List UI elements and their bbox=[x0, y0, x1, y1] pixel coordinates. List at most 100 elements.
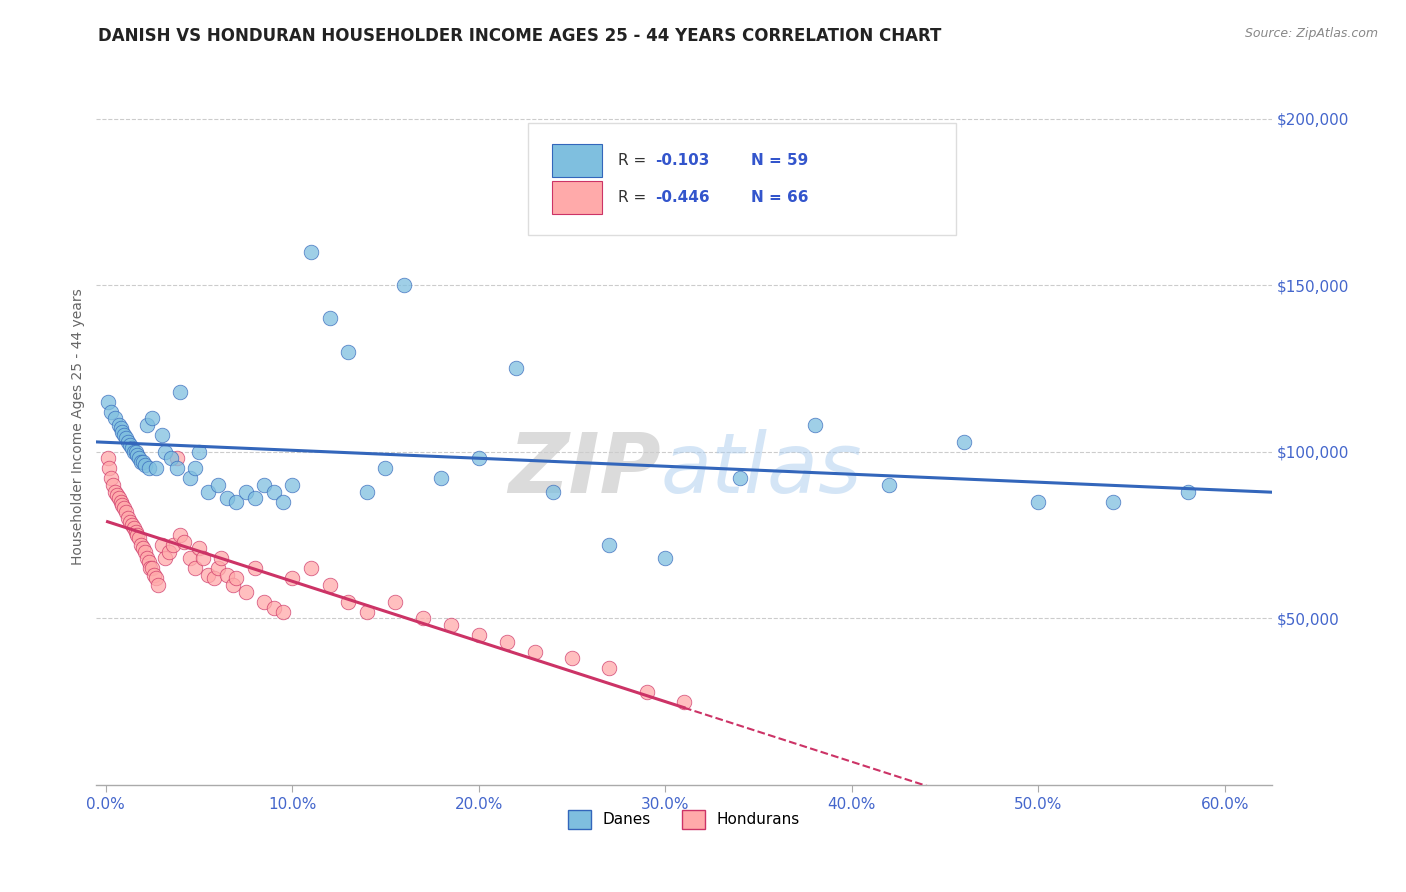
Point bbox=[157, 545, 180, 559]
Point bbox=[111, 498, 134, 512]
Point bbox=[215, 491, 238, 506]
Point bbox=[121, 518, 143, 533]
Point bbox=[122, 445, 145, 459]
Point bbox=[877, 478, 900, 492]
Point bbox=[468, 451, 491, 466]
Point bbox=[281, 478, 304, 492]
Point bbox=[138, 555, 160, 569]
Point bbox=[110, 421, 132, 435]
Text: atlas: atlas bbox=[661, 429, 862, 510]
Point bbox=[318, 311, 340, 326]
Point bbox=[132, 541, 155, 556]
Point bbox=[299, 244, 322, 259]
Point bbox=[253, 478, 276, 492]
Point bbox=[188, 445, 211, 459]
Text: R =: R = bbox=[619, 153, 651, 168]
Point bbox=[505, 361, 527, 376]
Legend: Danes, Hondurans: Danes, Hondurans bbox=[561, 804, 806, 835]
Point bbox=[138, 461, 160, 475]
Text: R =: R = bbox=[619, 190, 651, 205]
Point bbox=[112, 501, 135, 516]
Point bbox=[598, 661, 620, 675]
Point bbox=[124, 524, 146, 539]
Point bbox=[141, 561, 163, 575]
Point bbox=[1028, 495, 1050, 509]
Point bbox=[243, 561, 266, 575]
Point bbox=[225, 495, 247, 509]
Point bbox=[271, 495, 294, 509]
Point bbox=[169, 384, 191, 399]
Point bbox=[96, 451, 118, 466]
Point bbox=[155, 445, 177, 459]
Point bbox=[98, 461, 121, 475]
Point bbox=[1177, 484, 1199, 499]
Point bbox=[243, 491, 266, 506]
Point bbox=[124, 445, 146, 459]
Point bbox=[179, 471, 201, 485]
Point bbox=[146, 578, 169, 592]
Point bbox=[654, 551, 676, 566]
Point bbox=[952, 434, 974, 449]
Point bbox=[111, 425, 134, 439]
Point bbox=[145, 571, 167, 585]
Point bbox=[188, 541, 211, 556]
Point bbox=[263, 484, 285, 499]
Point bbox=[225, 571, 247, 585]
Point bbox=[127, 528, 149, 542]
Text: -0.446: -0.446 bbox=[655, 190, 710, 205]
Point bbox=[598, 538, 620, 552]
Point bbox=[121, 442, 143, 456]
Point bbox=[253, 595, 276, 609]
Point bbox=[132, 455, 155, 469]
Point bbox=[1102, 495, 1125, 509]
Point bbox=[107, 418, 129, 433]
Point bbox=[134, 458, 156, 472]
Text: N = 66: N = 66 bbox=[751, 190, 808, 205]
Point bbox=[495, 634, 517, 648]
Point bbox=[207, 478, 229, 492]
Point bbox=[191, 551, 214, 566]
Point bbox=[166, 461, 188, 475]
Point bbox=[150, 538, 173, 552]
Text: ZIP: ZIP bbox=[508, 429, 661, 510]
Point bbox=[150, 428, 173, 442]
Point bbox=[169, 528, 191, 542]
Point bbox=[543, 484, 565, 499]
Point bbox=[107, 491, 129, 506]
Point bbox=[145, 461, 167, 475]
Point bbox=[221, 578, 243, 592]
Point bbox=[263, 601, 285, 615]
Point bbox=[468, 628, 491, 642]
Point bbox=[129, 455, 152, 469]
Point bbox=[166, 451, 188, 466]
Point bbox=[100, 471, 122, 485]
Point bbox=[356, 484, 378, 499]
Point bbox=[128, 532, 150, 546]
Point bbox=[112, 428, 135, 442]
Point bbox=[118, 515, 141, 529]
Point bbox=[173, 534, 195, 549]
Point bbox=[356, 605, 378, 619]
Point bbox=[318, 578, 340, 592]
Point bbox=[523, 645, 546, 659]
Point bbox=[135, 418, 157, 433]
Point bbox=[104, 411, 127, 425]
Point bbox=[271, 605, 294, 619]
Point bbox=[337, 344, 360, 359]
Text: N = 59: N = 59 bbox=[751, 153, 808, 168]
Point bbox=[384, 595, 406, 609]
Point bbox=[179, 551, 201, 566]
Point bbox=[115, 505, 138, 519]
Point bbox=[299, 561, 322, 575]
Point bbox=[117, 434, 139, 449]
Point bbox=[412, 611, 434, 625]
Point bbox=[636, 685, 658, 699]
Point bbox=[134, 545, 156, 559]
Point bbox=[101, 478, 124, 492]
Point bbox=[100, 405, 122, 419]
Point bbox=[128, 451, 150, 466]
Point bbox=[129, 538, 152, 552]
Point bbox=[115, 432, 138, 446]
Point bbox=[141, 411, 163, 425]
Point bbox=[104, 484, 127, 499]
